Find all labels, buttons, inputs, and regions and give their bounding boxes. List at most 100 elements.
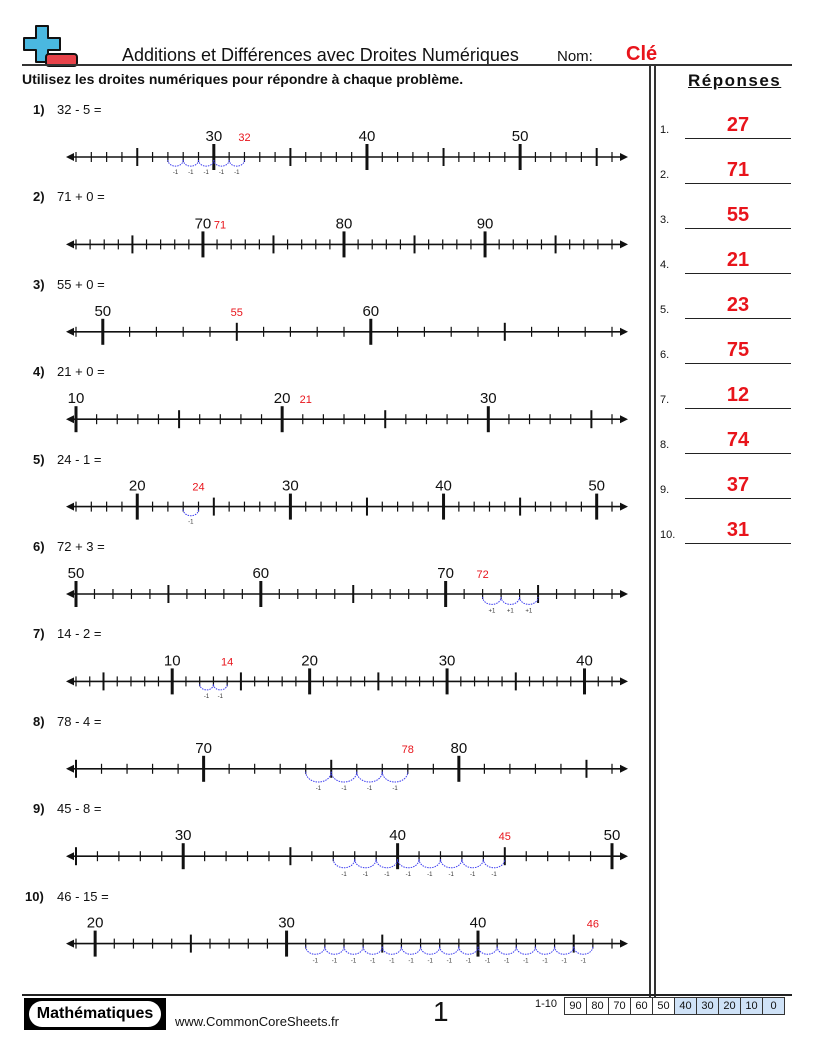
answer-line (685, 408, 791, 409)
number-line: 70 80 90 71 (66, 215, 628, 258)
problem-expression: 24 - 1 = (57, 451, 102, 467)
tick-label: 80 (336, 215, 353, 232)
arrow-right-icon (620, 153, 628, 161)
answer-value: 75 (726, 339, 750, 361)
jump-arc (534, 946, 556, 955)
tick-label: 20 (274, 390, 291, 407)
problem-number: 4) (33, 364, 45, 380)
arrow-right-icon (620, 240, 628, 249)
jump-label: -1 (427, 958, 433, 964)
problem-expression: 55 + 0 = (57, 276, 105, 292)
score-table: 90 80 70 60 50 40 30 20 10 0 (564, 997, 785, 1015)
subject-badge: Mathématiques (24, 998, 166, 1030)
jump-arc (332, 859, 356, 869)
jump-arc (554, 946, 575, 955)
tick-label: 30 (205, 128, 222, 145)
jump-arc (420, 946, 441, 955)
arrow-left-icon (66, 327, 74, 336)
jump-arc (573, 946, 594, 955)
jump-label: +1 (525, 608, 533, 614)
jump-arc (324, 946, 345, 955)
problem-number: 5) (33, 451, 45, 467)
answer-line (685, 318, 791, 319)
answer-value: 12 (726, 384, 750, 406)
arrow-right-icon (620, 415, 628, 424)
jump-arc (482, 596, 502, 605)
column-divider (649, 66, 651, 998)
tick-label: 80 (451, 740, 468, 757)
answer-value: 37 (726, 474, 750, 496)
name-label: Nom: (557, 48, 593, 65)
answer-number: 7. (660, 394, 670, 406)
start-value-label: 72 (476, 569, 488, 581)
score-cell: 10 (740, 998, 762, 1014)
number-line: 20 30 40 46 -1 -1 -1 -1 -1 -1 -1 -1 -1 -1 -1 -1 -1 -1 -1 (66, 915, 628, 964)
jump-label: -1 (367, 786, 373, 792)
tick-label: 10 (164, 652, 181, 669)
problem-number: 1) (33, 102, 45, 117)
jump-label: -1 (491, 872, 497, 878)
tick-label: 60 (252, 565, 269, 582)
jump-label: -1 (188, 520, 194, 526)
jump-arc (519, 596, 539, 605)
answer-value: 74 (726, 429, 750, 451)
jump-label: -1 (406, 872, 412, 878)
arrow-right-icon (620, 502, 628, 511)
answer-value: 21 (726, 249, 750, 271)
start-value-label: 46 (587, 919, 599, 931)
jump-label: -1 (203, 170, 209, 176)
worksheet-title: Additions et Différences avec Droites Nu… (122, 45, 519, 65)
tick-label: 30 (480, 390, 497, 407)
tick-label: 30 (175, 827, 192, 844)
answer-number: 10. (660, 529, 676, 541)
jump-label: -1 (234, 170, 240, 176)
tick-label: 10 (68, 390, 85, 407)
jump-label: -1 (218, 694, 224, 700)
arrow-right-icon (620, 939, 628, 948)
jump-arc (482, 859, 506, 869)
jump-label: -1 (173, 170, 179, 176)
jump-label: -1 (389, 958, 395, 964)
number-line: 10 20 30 21 (66, 390, 628, 433)
jump-label: -1 (449, 872, 455, 878)
score-cell: 40 (674, 998, 696, 1014)
answer-number: 6. (660, 349, 670, 361)
jump-label: -1 (485, 958, 491, 964)
plus-minus-logo-icon (23, 25, 78, 67)
column-divider (654, 66, 656, 998)
jump-label: +1 (507, 608, 515, 614)
tick-label: 30 (439, 652, 456, 669)
tick-label: 40 (389, 827, 406, 844)
jump-label: -1 (384, 872, 390, 878)
jump-arc (330, 771, 358, 783)
jump-arc (305, 946, 326, 955)
jump-label: -1 (316, 786, 322, 792)
arrow-left-icon (66, 852, 74, 861)
score-cell: 20 (718, 998, 740, 1014)
tick-label: 90 (477, 215, 494, 232)
problem-expression: 45 - 8 = (57, 801, 102, 817)
answer-number: 5. (660, 304, 670, 316)
tick-label: 70 (195, 215, 212, 232)
header-divider (22, 64, 792, 66)
problem-number: 8) (33, 713, 45, 729)
problem-expression: 32 - 5 = (57, 102, 102, 117)
jump-label: -1 (188, 170, 194, 176)
subject-label: Mathématiques (29, 1001, 161, 1027)
start-value-label: 21 (300, 394, 312, 406)
tick-label: 50 (604, 827, 621, 844)
answer-line (685, 498, 791, 499)
score-range-label: 1-10 (535, 998, 558, 1010)
answer-value: 31 (726, 519, 750, 541)
jump-arc (461, 859, 484, 869)
jump-label: -1 (313, 958, 319, 964)
answer-line (685, 138, 791, 139)
number-line: 20 30 40 50 24 -1 (66, 478, 628, 526)
problem-number: 9) (33, 801, 45, 817)
start-value-label: 32 (238, 132, 250, 144)
tick-label: 20 (129, 478, 146, 495)
jump-label: -1 (370, 958, 376, 964)
answer-line (685, 273, 791, 274)
jump-label: -1 (581, 958, 587, 964)
